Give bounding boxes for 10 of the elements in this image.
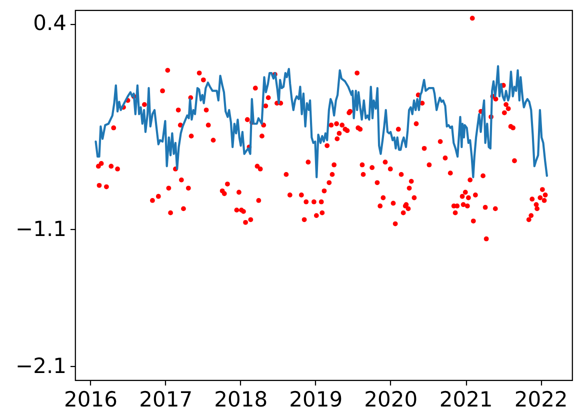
y-tick-label: 0.4 bbox=[33, 11, 66, 36]
x-tick-label: 2022 bbox=[514, 388, 568, 412]
y-tick-label: −1.1 bbox=[16, 216, 66, 241]
x-tick-label: 2017 bbox=[139, 388, 193, 412]
x-tick-label: 2019 bbox=[289, 388, 343, 412]
x-tick-label: 2020 bbox=[364, 388, 418, 412]
x-tick-label: 2021 bbox=[439, 388, 493, 412]
x-tick-label: 2018 bbox=[214, 388, 268, 412]
x-tick-label: 2016 bbox=[64, 388, 118, 412]
y-tick-label: −2.1 bbox=[16, 354, 66, 378]
